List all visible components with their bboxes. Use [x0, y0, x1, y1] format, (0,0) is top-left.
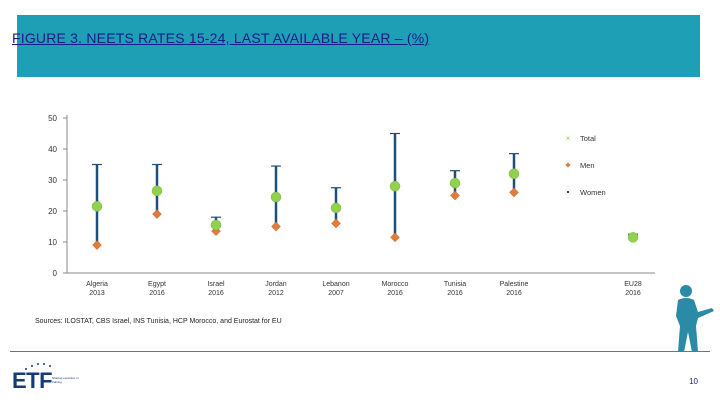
- legend-label: Men: [580, 161, 595, 170]
- men-marker: [390, 232, 400, 243]
- x-tick-year-label: 2007: [328, 290, 344, 297]
- x-tick-label: Egypt: [148, 281, 166, 288]
- page-number: 10: [689, 377, 698, 386]
- footer-divider: [10, 351, 710, 352]
- x-tick-label: EU28: [624, 281, 642, 288]
- x-tick-label: Lebanon: [322, 281, 349, 288]
- logo-tagline: Sharing expertise in training: [52, 376, 79, 384]
- y-tick-label: 0: [53, 269, 58, 278]
- x-tick-year-label: 2012: [268, 290, 284, 297]
- legend-label: Total: [580, 134, 596, 143]
- total-marker: [270, 191, 282, 203]
- chart-svg: 0 10 20 30 40 50 Algeria 2013 Egypt 2016 Israel 201…: [48, 114, 655, 297]
- men-marker: [450, 190, 460, 201]
- men-marker: [92, 240, 102, 250]
- men-marker: [331, 218, 341, 229]
- x-tick-year-label: 2016: [506, 290, 522, 297]
- x-tick-year-label: 2016: [387, 290, 403, 297]
- legend-men-marker: [565, 162, 571, 168]
- x-tick-label: Algeria: [86, 281, 108, 288]
- legend-women-marker: [567, 191, 569, 193]
- total-marker: [151, 185, 163, 197]
- slide-title: FIGURE 3. NEETS RATES 15-24, LAST AVAILA…: [12, 30, 430, 46]
- total-marker: [627, 232, 639, 243]
- x-tick-label: Jordan: [265, 281, 287, 288]
- total-marker: [91, 201, 103, 212]
- y-tick-label: 40: [48, 145, 57, 154]
- x-tick-year-label: 2016: [625, 290, 641, 297]
- y-tick-label: 50: [48, 114, 57, 123]
- y-tick-label: 10: [48, 238, 57, 247]
- x-tick-year-label: 2016: [447, 290, 463, 297]
- x-tick-year-label: 2016: [208, 290, 224, 297]
- logo-stars-icon: [25, 363, 51, 370]
- total-marker: [508, 168, 520, 180]
- y-tick-label: 20: [48, 207, 57, 216]
- total-marker: [389, 180, 401, 192]
- legend-label: Women: [580, 188, 606, 197]
- total-marker: [449, 177, 461, 189]
- source-note: Sources: ILOSTAT, CBS Israel, INS Tunisi…: [35, 318, 282, 325]
- logo-wordmark: ETF: [12, 368, 53, 393]
- presenter-silhouette-icon: [676, 285, 714, 352]
- y-tick-label: 30: [48, 176, 57, 185]
- x-tick-label: Palestine: [500, 281, 529, 288]
- header-banner: [17, 15, 700, 77]
- x-tick-label: Tunisia: [444, 281, 466, 288]
- neets-chart: 0 10 20 30 40 50 Algeria 2013 Egypt 2016 Israel 201…: [40, 105, 700, 305]
- etf-logo: ETF Sharing expertise in training: [12, 362, 92, 398]
- men-marker: [152, 209, 162, 219]
- total-marker: [210, 219, 222, 231]
- total-marker: [330, 202, 342, 214]
- x-tick-label: Israel: [207, 281, 225, 288]
- x-tick-label: Morocco: [382, 281, 409, 288]
- men-marker: [509, 187, 519, 198]
- legend-total-marker: ×: [566, 134, 571, 143]
- x-tick-year-label: 2016: [149, 290, 165, 297]
- men-marker: [271, 221, 281, 232]
- x-tick-year-label: 2013: [89, 290, 105, 297]
